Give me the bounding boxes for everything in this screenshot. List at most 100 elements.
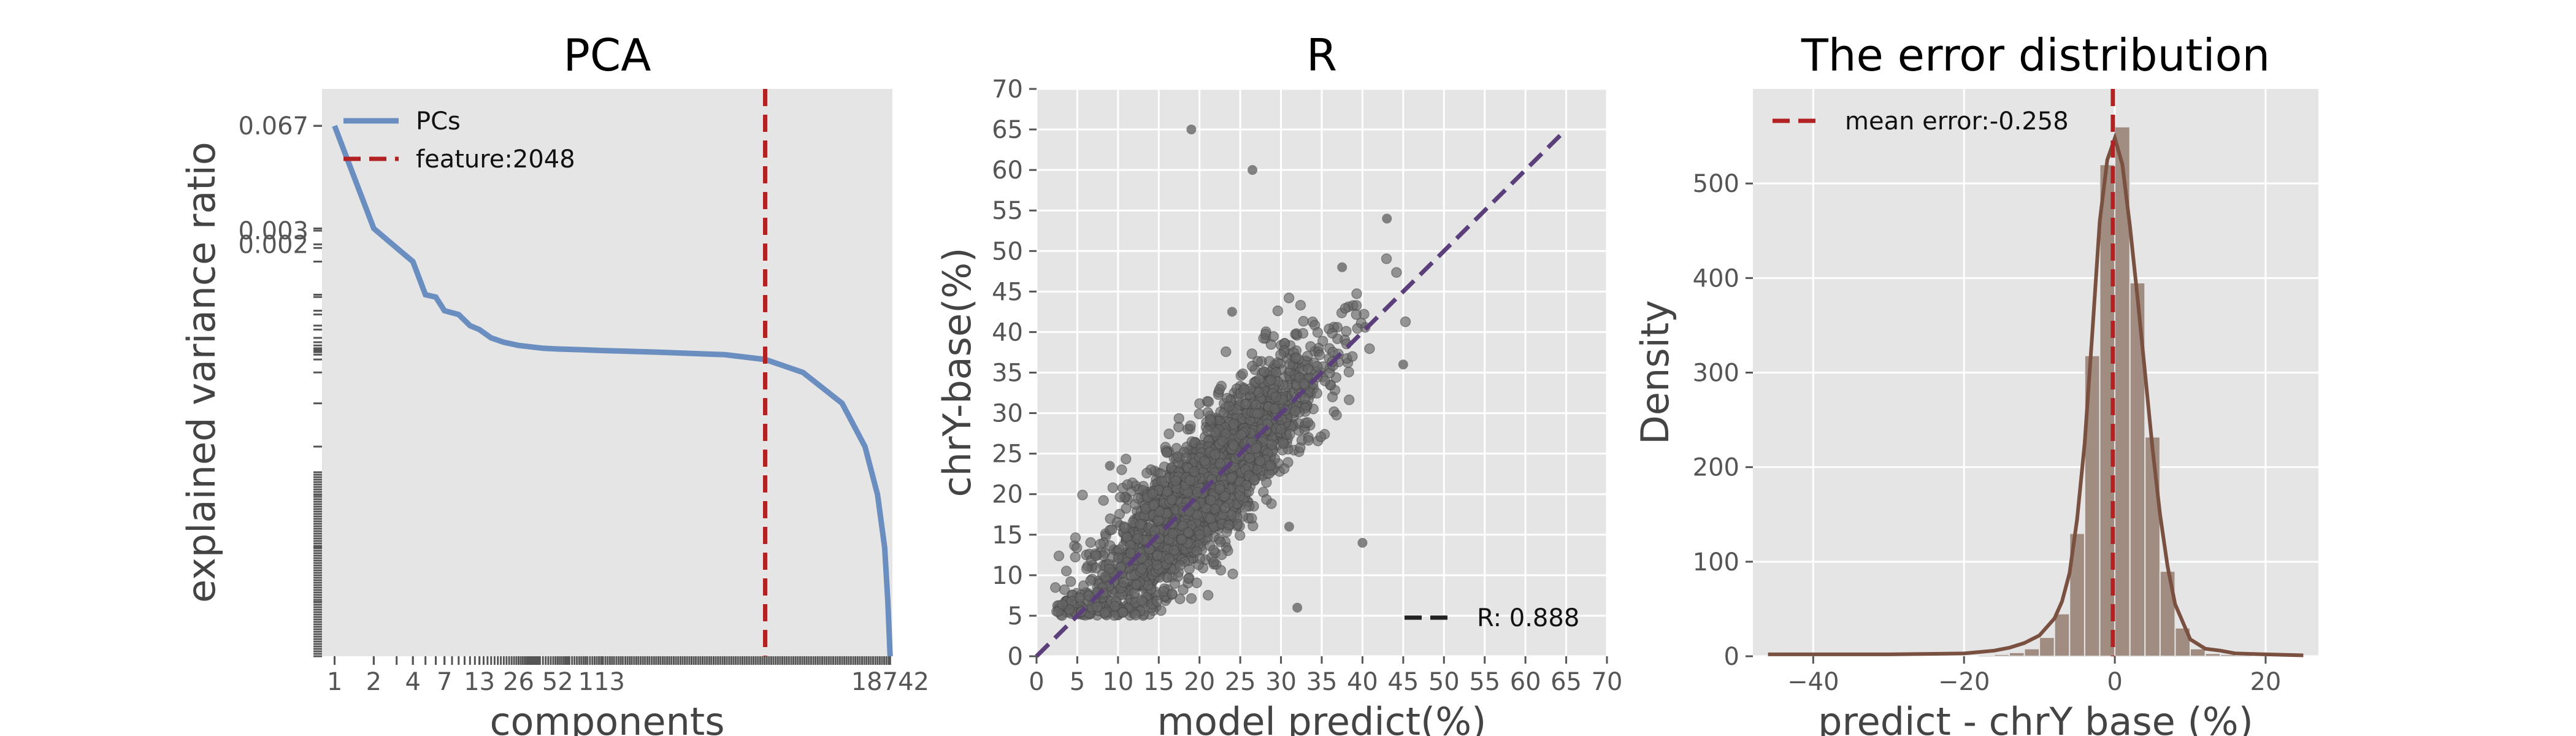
pca-x-tick-label: 113 xyxy=(578,668,625,696)
pca-x-tick-label: 13 xyxy=(464,668,495,696)
scatter-point xyxy=(1340,302,1351,314)
scatter-point xyxy=(1302,416,1314,428)
scatter-point xyxy=(1095,539,1106,550)
correlation-x-tick-label: 5 xyxy=(1070,668,1085,696)
scatter-point xyxy=(1260,329,1271,340)
scatter-point xyxy=(1122,479,1133,490)
correlation-x-tick-label: 15 xyxy=(1143,668,1175,696)
scatter-point xyxy=(1147,488,1159,499)
correlation-y-tick-label: 25 xyxy=(992,440,1023,469)
scatter-point xyxy=(1060,565,1072,577)
scatter-point xyxy=(1341,326,1352,337)
scatter-point xyxy=(1168,545,1180,556)
scatter-point xyxy=(1091,562,1102,573)
scatter-point xyxy=(1161,447,1173,458)
scatter-point xyxy=(1219,491,1230,502)
correlation-x-tick-label: 20 xyxy=(1184,668,1215,696)
scatter-point xyxy=(1254,374,1265,385)
scatter-point xyxy=(1327,391,1338,402)
scatter-point xyxy=(1189,466,1200,477)
correlation-title: R xyxy=(1306,29,1337,81)
scatter-point xyxy=(1266,439,1278,450)
scatter-point xyxy=(1186,593,1197,604)
error-y-tick-label: 300 xyxy=(1693,359,1739,388)
scatter-point xyxy=(1290,352,1302,364)
scatter-point xyxy=(1151,596,1163,607)
correlation-x-ticks: 0 5 10 15 20 25 30 35 40 45 50 55 60 65 70 xyxy=(1029,656,1622,696)
scatter-point xyxy=(1311,388,1323,399)
scatter-outlier-point xyxy=(1382,213,1392,224)
scatter-point xyxy=(1151,559,1163,570)
pca-legend-entry-pcs: PCs xyxy=(416,107,461,136)
correlation-y-tick-label: 65 xyxy=(992,116,1023,144)
scatter-point xyxy=(1156,475,1167,487)
scatter-point xyxy=(1295,299,1306,311)
scatter-point xyxy=(1205,494,1216,506)
scatter-point xyxy=(1221,346,1232,358)
scatter-point xyxy=(1183,527,1194,538)
scatter-point xyxy=(1162,486,1173,497)
pca-title: PCA xyxy=(564,29,651,81)
scatter-point xyxy=(1227,568,1238,580)
error-x-ticks: −40 −20 0 20 xyxy=(1787,656,2281,696)
scatter-outlier-point xyxy=(1337,262,1347,272)
histogram-bar xyxy=(1993,653,2010,657)
error-y-ticks: 0 100 200 300 400 500 xyxy=(1693,170,1753,671)
scatter-point xyxy=(1053,550,1065,562)
scatter-point xyxy=(1163,428,1175,440)
scatter-point xyxy=(1343,394,1355,405)
scatter-point xyxy=(1119,523,1130,534)
scatter-point xyxy=(1275,423,1287,435)
correlation-x-tick-label: 50 xyxy=(1428,668,1460,696)
scatter-point xyxy=(1400,316,1411,328)
scatter-point xyxy=(1249,474,1260,486)
correlation-panel: 0 5 10 15 20 25 30 35 40 45 50 55 60 65 70 05101520253… xyxy=(935,29,1622,736)
scatter-point xyxy=(1244,452,1255,464)
pca-x-tick-label: 2 xyxy=(366,668,381,696)
scatter-point xyxy=(1246,361,1258,372)
scatter-point xyxy=(1214,384,1225,395)
correlation-y-tick-label: 20 xyxy=(992,481,1023,509)
correlation-legend: R: 0.888 xyxy=(1405,604,1579,632)
scatter-point xyxy=(1199,455,1210,467)
histogram-bar xyxy=(2023,648,2041,657)
error-y-tick-label: 500 xyxy=(1693,170,1739,198)
scatter-point xyxy=(1351,300,1362,311)
scatter-point xyxy=(1265,460,1276,471)
scatter-outlier-point xyxy=(1186,125,1197,135)
scatter-point xyxy=(1237,368,1248,380)
scatter-point xyxy=(1297,328,1309,339)
scatter-point xyxy=(1167,494,1178,505)
correlation-y-tick-label: 50 xyxy=(992,237,1023,266)
scatter-point xyxy=(1167,528,1178,539)
scatter-point xyxy=(1314,349,1325,361)
scatter-point xyxy=(1183,573,1194,585)
histogram-bar xyxy=(2190,648,2206,657)
correlation-x-tick-label: 10 xyxy=(1102,668,1133,696)
scatter-point xyxy=(1224,401,1235,412)
scatter-outlier-point xyxy=(1284,521,1294,532)
scatter-outlier-point xyxy=(1248,165,1258,175)
scatter-point xyxy=(1216,549,1227,561)
pca-x-tick-label: 7 xyxy=(437,668,452,696)
scatter-point xyxy=(1315,431,1327,443)
scatter-point xyxy=(1077,489,1088,500)
pca-y-tick-label: 0.003 xyxy=(238,217,309,245)
scatter-point xyxy=(1217,435,1228,447)
scatter-point xyxy=(1152,550,1163,561)
scatter-point xyxy=(1092,602,1103,613)
scatter-point xyxy=(1163,553,1175,564)
correlation-x-tick-label: 0 xyxy=(1029,668,1044,696)
scatter-point xyxy=(1114,491,1126,503)
scatter-point xyxy=(1116,464,1127,475)
scatter-point xyxy=(1130,579,1142,590)
correlation-y-tick-label: 40 xyxy=(992,318,1023,347)
scatter-point xyxy=(1178,584,1189,596)
scatter-point xyxy=(1228,418,1240,429)
scatter-point xyxy=(1208,556,1219,568)
pca-x-tick-label: 52 xyxy=(542,668,573,696)
scatter-point xyxy=(1148,500,1159,511)
scatter-outlier-point xyxy=(1227,307,1237,317)
histogram-bar xyxy=(2053,613,2071,657)
